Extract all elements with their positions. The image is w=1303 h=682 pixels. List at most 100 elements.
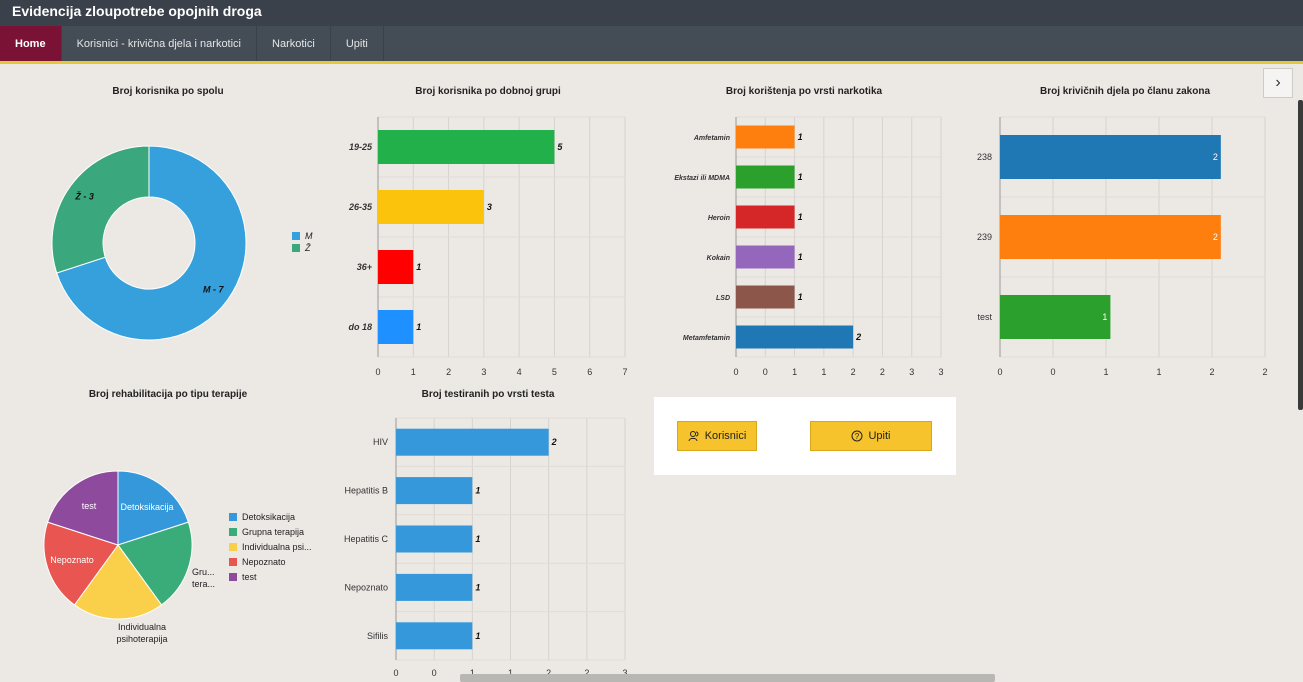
y-category-label: 239 (977, 232, 992, 242)
bar (1000, 135, 1221, 179)
legend-swatch (229, 512, 237, 521)
slice-label: tera... (192, 579, 215, 589)
slice-label: psihoterapija (116, 634, 167, 644)
legend-swatch (229, 572, 237, 581)
pie-slice (73, 544, 163, 620)
vertical-scrollbar[interactable] (1298, 100, 1303, 410)
bar (396, 525, 473, 553)
legend-swatch (229, 527, 237, 536)
pie-slice (43, 521, 119, 606)
y-category-label: HIV (373, 437, 388, 447)
data-label: 2 (855, 332, 861, 342)
legend-item[interactable]: Grupna terapija (229, 524, 312, 539)
app-title: Evidencija zloupotrebe opojnih droga (0, 0, 1303, 26)
data-label: 1 (475, 486, 480, 496)
y-category-label: Hepatitis C (344, 534, 389, 544)
x-tick-label: 0 (997, 367, 1002, 377)
y-category-label: Amfetamin (693, 135, 730, 142)
slice-label: Detoksikacija (120, 502, 173, 512)
y-category-label: 19-25 (349, 142, 373, 152)
y-category-label: LSD (716, 295, 730, 302)
x-tick-label: 2 (1209, 367, 1214, 377)
upiti-button[interactable]: ? Upiti (810, 421, 932, 451)
data-label: 2 (1213, 232, 1218, 242)
legend-item[interactable]: Ž (292, 242, 313, 254)
upiti-button-label: Upiti (868, 430, 891, 442)
data-label: 3 (487, 202, 492, 212)
y-category-label: Hepatitis B (344, 486, 388, 496)
data-label: 1 (416, 262, 421, 272)
korisnici-button[interactable]: Korisnici (677, 421, 757, 451)
chart-title: Broj krivičnih djela po članu zakona (1039, 86, 1211, 97)
slice-label: Nepoznato (50, 555, 94, 565)
chevron-right-icon[interactable]: › (1263, 68, 1293, 98)
x-tick-label: 5 (552, 367, 557, 377)
x-tick-label: 1 (1156, 367, 1161, 377)
data-label: 1 (475, 582, 480, 592)
main-nav: Home Korisnici - krivična djela i narkot… (0, 26, 1303, 64)
bar (378, 250, 414, 284)
pie-slice (117, 521, 193, 606)
bar (378, 190, 484, 224)
x-tick-label: 1 (1103, 367, 1108, 377)
slice-label: test (82, 501, 97, 511)
gender-donut-chart: M - 7 Ž - 3 (51, 145, 247, 341)
test-type-bar-chart: 0 0 1 1 2 2 3 HIV 2 Hepatitis B 1 Hepatitis C 1 Nepoz… (344, 417, 628, 678)
nav-upiti[interactable]: Upiti (331, 26, 384, 61)
horizontal-scrollbar[interactable] (460, 674, 995, 682)
y-category-label: Metamfetamin (683, 335, 730, 342)
crime-article-bar-chart: 0 0 1 1 2 2 238 2 239 2 test 1 (977, 116, 1268, 377)
x-tick-label: 6 (587, 367, 592, 377)
bar (378, 130, 555, 164)
legend-item[interactable]: test (229, 569, 312, 584)
bar (1000, 215, 1221, 259)
y-category-label: do 18 (348, 322, 372, 332)
data-label: 5 (557, 142, 563, 152)
x-tick-label: 0 (733, 367, 738, 377)
legend-label: Nepoznato (242, 556, 286, 567)
pie-slice (117, 470, 190, 546)
chart-title: Broj testiranih po vrsti testa (421, 389, 555, 400)
x-tick-label: 2 (584, 668, 589, 678)
data-label: 1 (1102, 312, 1107, 322)
x-tick-label: 1 (508, 668, 513, 678)
x-tick-label: 0 (375, 367, 380, 377)
legend-item[interactable]: M (292, 230, 313, 242)
x-tick-label: 2 (851, 367, 856, 377)
data-label: 1 (475, 534, 480, 544)
bar (396, 428, 549, 456)
x-tick-label: 2 (446, 367, 451, 377)
action-panel: Korisnici ? Upiti (654, 397, 956, 475)
legend-label: Detoksikacija (242, 511, 296, 522)
bar (736, 285, 795, 309)
legend-swatch (229, 542, 237, 551)
x-tick-label: 0 (1050, 367, 1055, 377)
y-category-label: test (977, 312, 992, 322)
age-group-bar-chart: 0 1 2 3 4 5 6 7 19-25 5 26-35 3 36+ 1 do 18 1 (348, 116, 628, 377)
x-tick-label: 4 (517, 367, 522, 377)
nav-korisnici[interactable]: Korisnici - krivična djela i narkotici (62, 26, 258, 61)
x-tick-label: 7 (622, 367, 627, 377)
legend-label: M (305, 231, 313, 241)
bar (396, 477, 473, 505)
legend-item[interactable]: Nepoznato (229, 554, 312, 569)
chart-title: Broj korisnika po dobnoj grupi (415, 86, 561, 97)
bar (396, 622, 473, 650)
nav-home[interactable]: Home (0, 26, 62, 61)
legend-label: Ž (305, 243, 311, 253)
y-category-label: 238 (977, 152, 992, 162)
bar (378, 310, 414, 344)
nav-narkotici[interactable]: Narkotici (257, 26, 331, 61)
x-tick-label: 3 (481, 367, 486, 377)
data-label: 1 (475, 631, 480, 641)
data-label: 1 (798, 292, 803, 302)
x-tick-label: 3 (938, 367, 943, 377)
chart-title: Broj korisnika po spolu (112, 86, 224, 97)
legend-item[interactable]: Individualna psi... (229, 539, 312, 554)
x-tick-label: 0 (763, 367, 768, 377)
y-category-label: Nepoznato (344, 582, 388, 592)
legend-item[interactable]: Detoksikacija (229, 509, 312, 524)
data-label: 1 (798, 212, 803, 222)
slice-label: M - 7 (203, 285, 224, 295)
x-tick-label: 0 (393, 668, 398, 678)
